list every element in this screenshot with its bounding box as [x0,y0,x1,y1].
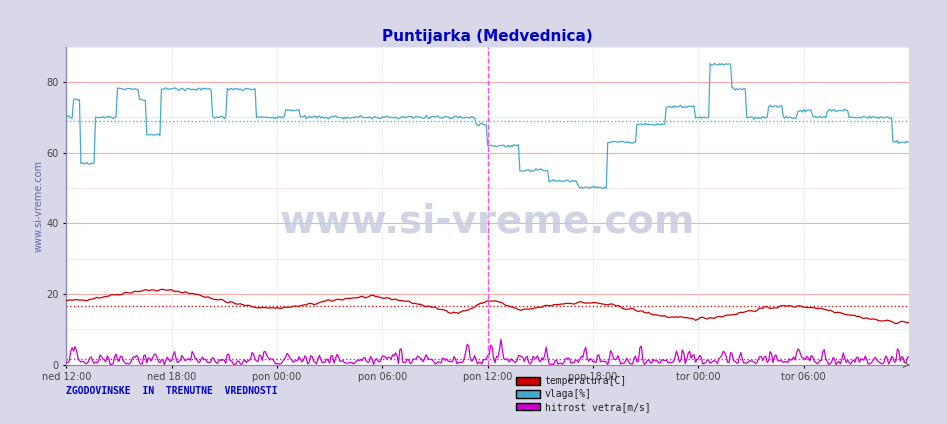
Text: temperatura[C]: temperatura[C] [545,376,627,386]
Text: www.si-vreme.com: www.si-vreme.com [280,203,695,240]
Text: ZGODOVINSKE  IN  TRENUTNE  VREDNOSTI: ZGODOVINSKE IN TRENUTNE VREDNOSTI [66,386,277,396]
Text: vlaga[%]: vlaga[%] [545,389,592,399]
Title: Puntijarka (Medvednica): Puntijarka (Medvednica) [383,29,593,44]
Text: hitrost vetra[m/s]: hitrost vetra[m/s] [545,402,651,412]
Y-axis label: www.si-vreme.com: www.si-vreme.com [33,160,44,251]
